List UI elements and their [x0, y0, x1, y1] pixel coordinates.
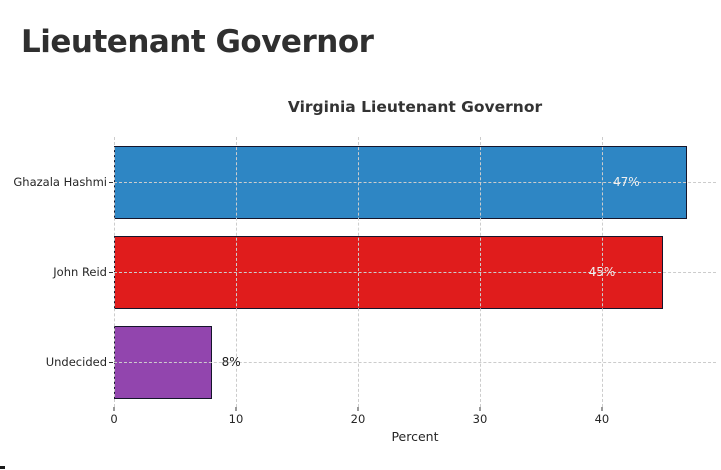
- plot-area: 47% 45% 8%: [114, 137, 716, 407]
- x-axis-label: Percent: [391, 429, 439, 444]
- x-tick-label: 10: [228, 412, 244, 426]
- bar-value-label: 47%: [612, 175, 640, 189]
- x-tick-label: 20: [350, 412, 366, 426]
- x-tick-label: 30: [472, 412, 488, 426]
- x-axis-tick: [479, 407, 481, 411]
- gridline-horizontal: [114, 362, 716, 363]
- category-label: Ghazala Hashmi: [13, 175, 107, 189]
- x-axis-tick: [357, 407, 359, 411]
- bar-value-label: 45%: [588, 265, 616, 279]
- gridline-horizontal: [114, 272, 716, 273]
- y-axis-tick: [109, 182, 113, 183]
- screen-corner-artifact: [0, 466, 5, 469]
- category-label: John Reid: [53, 265, 107, 279]
- chart-title: Virginia Lieutenant Governor: [287, 98, 543, 116]
- x-axis-tick: [601, 407, 603, 411]
- x-tick-label: 40: [594, 412, 610, 426]
- x-tick-label: 0: [110, 412, 118, 426]
- x-axis-tick: [235, 407, 237, 411]
- y-axis-tick: [109, 362, 113, 363]
- page-title: Lieutenant Governor: [21, 24, 374, 60]
- bar-value-label: 8%: [221, 355, 241, 369]
- x-axis-tick: [113, 407, 115, 411]
- category-label: Undecided: [45, 355, 107, 369]
- y-axis-tick: [109, 272, 113, 273]
- gridline-horizontal: [114, 182, 716, 183]
